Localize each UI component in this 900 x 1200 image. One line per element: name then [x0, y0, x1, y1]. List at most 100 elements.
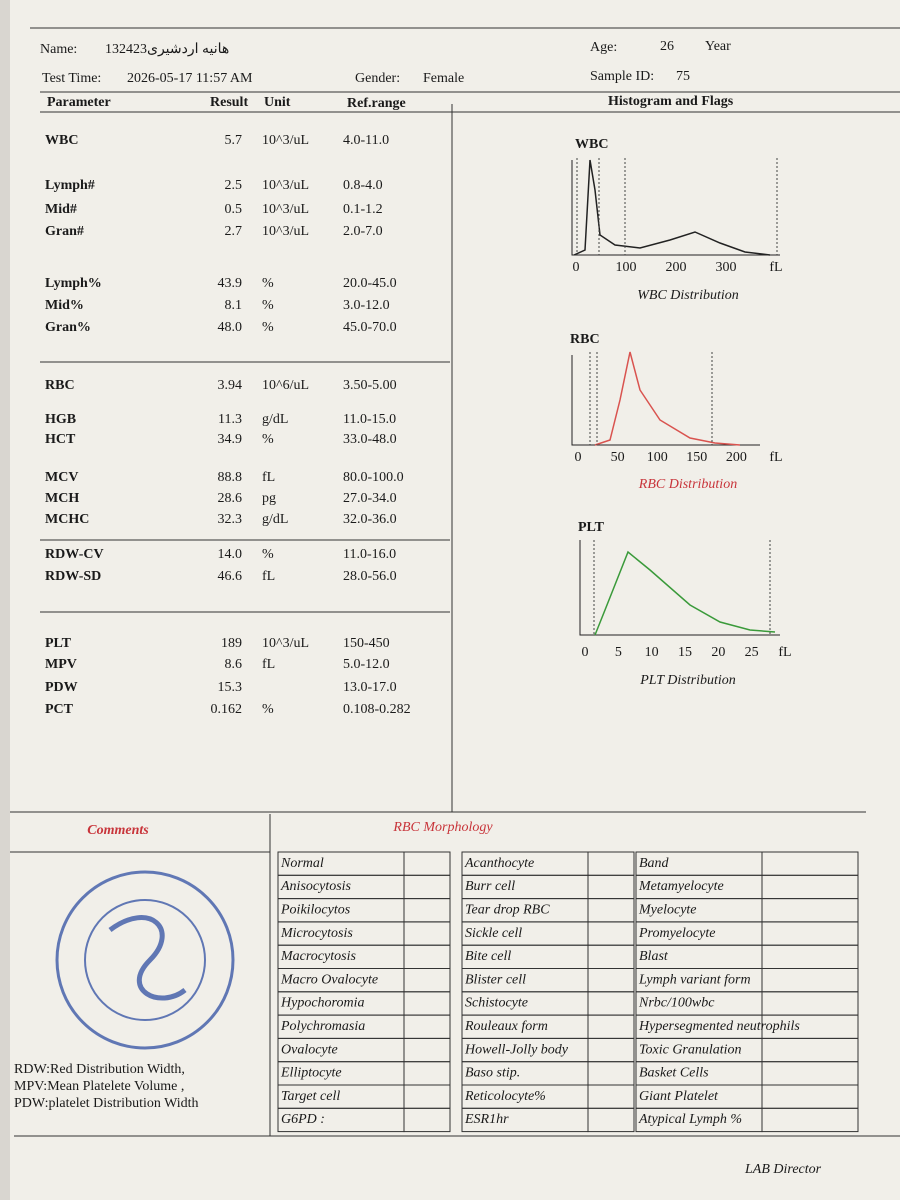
name-label: Name:: [40, 42, 77, 57]
morphology-item: Target cell: [281, 1089, 340, 1104]
ref-range: 80.0-100.0: [343, 470, 404, 485]
morphology-item: Anisocytosis: [280, 879, 352, 894]
result: 15.3: [218, 680, 243, 695]
result: 11.3: [218, 412, 242, 427]
unit: g/dL: [262, 412, 288, 427]
ref-range: 4.0-11.0: [343, 133, 389, 148]
result: 3.94: [218, 378, 243, 393]
age: 26: [660, 39, 674, 54]
parameter: HGB: [45, 412, 76, 427]
unit: %: [262, 276, 274, 291]
unit: 10^6/uL: [262, 378, 309, 393]
ref-range: 45.0-70.0: [343, 320, 397, 335]
morphology-item: Reticolocyte%: [464, 1089, 546, 1104]
histogram-caption: RBC Distribution: [638, 477, 737, 492]
morphology-item: Acanthocyte: [464, 856, 534, 871]
histogram-tick: fL: [778, 645, 791, 660]
unit: fL: [262, 470, 275, 485]
unit: fL: [262, 657, 275, 672]
age-label: Age:: [590, 40, 617, 55]
wbc-curve: [573, 159, 771, 256]
footnote: RDW:Red Distribution Width,: [14, 1062, 185, 1077]
histograms: [571, 158, 780, 636]
unit: %: [262, 298, 274, 313]
result: 28.6: [218, 491, 243, 506]
gender-label: Gender:: [355, 71, 400, 86]
result: 2.5: [225, 178, 243, 193]
histogram-caption: WBC Distribution: [637, 288, 739, 303]
result: 43.9: [218, 276, 243, 291]
ref-range: 11.0-15.0: [343, 412, 396, 427]
result: 48.0: [218, 320, 243, 335]
unit: 10^3/uL: [262, 636, 309, 651]
morphology-item: Toxic Granulation: [639, 1042, 742, 1057]
result: 8.1: [225, 298, 243, 313]
parameter: Mid#: [45, 202, 77, 217]
rbc-flags: [589, 352, 713, 445]
morphology-item: Lymph variant form: [638, 972, 751, 987]
ref-range: 11.0-16.0: [343, 547, 396, 562]
histogram-tick: 200: [666, 260, 687, 275]
comments-title: Comments: [87, 823, 149, 838]
parameter: MPV: [45, 657, 77, 672]
ref-range: 13.0-17.0: [343, 680, 397, 695]
result: 189: [221, 636, 242, 651]
parameter: Gran%: [45, 320, 91, 335]
gender: Female: [423, 71, 464, 86]
plt-curve: [594, 550, 776, 636]
ref-range: 2.0-7.0: [343, 224, 383, 239]
histogram-tick: 25: [745, 645, 759, 660]
morphology-item: Microcytosis: [280, 926, 353, 941]
footnote: PDW:platelet Distribution Width: [14, 1096, 199, 1111]
histogram-tick: 20: [711, 645, 725, 660]
unit: pg: [262, 491, 276, 506]
unit: g/dL: [262, 512, 288, 527]
morphology-item: Blister cell: [465, 972, 526, 987]
histogram-tick: 150: [686, 450, 707, 465]
ref-range: 28.0-56.0: [343, 569, 397, 584]
stamp: [55, 870, 235, 1050]
histogram-title: WBC: [575, 137, 608, 152]
ref-range: 0.1-1.2: [343, 202, 383, 217]
morphology-item: Metamyelocyte: [638, 879, 724, 894]
morphology-item: Promyelocyte: [638, 926, 715, 941]
histogram-tick: 0: [582, 645, 589, 660]
parameter: WBC: [45, 133, 78, 148]
morphology-item: Normal: [280, 856, 324, 871]
rbc-axes: [571, 355, 760, 446]
result: 2.7: [225, 224, 243, 239]
morphology-item: Hypersegmented neutrophils: [638, 1019, 800, 1034]
morphology-item: Nrbc/100wbc: [638, 996, 715, 1011]
wbc-axes: [571, 160, 780, 256]
morphology-item: Ovalocyte: [281, 1042, 338, 1057]
rbc-curve: [594, 351, 741, 446]
histogram-tick: fL: [769, 260, 782, 275]
histogram-tick: 200: [726, 450, 747, 465]
morphology-item: Howell-Jolly body: [464, 1042, 569, 1057]
histogram-tick: fL: [769, 450, 782, 465]
ref-range: 3.0-12.0: [343, 298, 390, 313]
morphology-title: RBC Morphology: [392, 820, 493, 835]
morphology-item: Macrocytosis: [280, 949, 356, 964]
histogram-title: PLT: [578, 520, 605, 535]
ref-range: 0.108-0.282: [343, 702, 411, 717]
unit: 10^3/uL: [262, 202, 309, 217]
morphology-item: Baso stip.: [465, 1066, 520, 1081]
morphology-item: Blast: [639, 949, 669, 964]
patient-name: 132423هانیه اردشیری: [105, 42, 229, 57]
result: 46.6: [218, 569, 243, 584]
parameter: Gran#: [45, 224, 84, 239]
ref-range: 5.0-12.0: [343, 657, 390, 672]
parameter: MCH: [45, 491, 79, 506]
unit: %: [262, 432, 274, 447]
parameter: Lymph%: [45, 276, 102, 291]
histogram-tick: 0: [573, 260, 580, 275]
morphology-item: Sickle cell: [465, 926, 522, 941]
ref-range: 3.50-5.00: [343, 378, 397, 393]
morphology-item: ESR1hr: [464, 1112, 509, 1127]
histogram-tick: 0: [575, 450, 582, 465]
ref-range: 33.0-48.0: [343, 432, 397, 447]
histogram-title: RBC: [570, 332, 600, 347]
histogram-tick: 100: [647, 450, 668, 465]
